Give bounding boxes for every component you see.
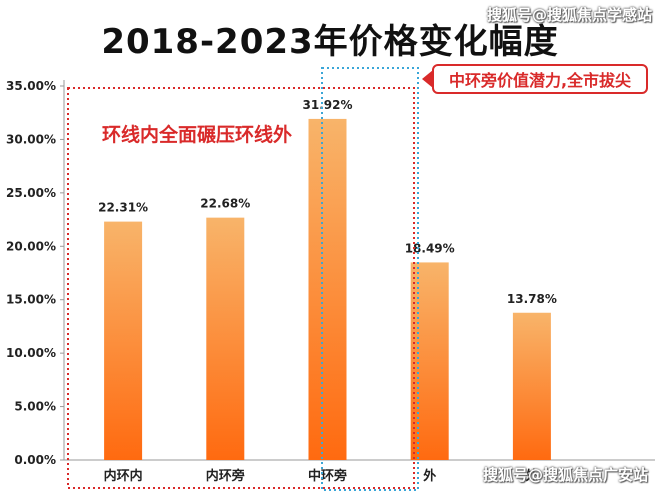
bar [410,262,449,460]
region-annotation: 环线内全面碾压环线外 [102,124,293,146]
bar [104,221,143,460]
y-tick-label: 0.00% [14,453,56,467]
callout-arrow [422,70,433,88]
category-label: 中环旁 [308,468,347,484]
y-tick-label: 20.00% [6,239,56,253]
category-label: 外 [422,468,436,484]
y-tick-label: 5.00% [14,400,56,414]
y-tick-label: 30.00% [6,132,56,146]
y-tick-label: 25.00% [6,186,56,200]
bar [206,217,245,460]
y-tick-label: 15.00% [6,293,56,307]
category-label: 外 [524,468,538,484]
category-label: 内环旁 [206,468,245,484]
middle-ring-highlight-box [321,67,419,491]
watermark-bottom: 搜狐号@搜狐焦点广安站 [482,466,648,484]
chart-title: 2018-2023年价格变化幅度 [101,22,559,62]
bar-value-label: 22.68% [200,197,250,211]
bar-value-label: 22.31% [98,201,148,215]
y-tick-label: 10.00% [6,346,56,360]
bar-value-label: 31.92% [303,98,353,112]
y-tick-label: 35.00% [6,79,56,93]
watermark-top: 搜狐号@搜狐焦点学感站 [486,6,652,24]
bar-value-label: 13.78% [507,292,557,306]
category-label: 内环内 [104,468,143,484]
callout-box: 中环旁价值潜力,全市拔尖 [432,64,648,94]
bar [308,118,347,461]
bar-value-label: 18.49% [405,241,455,255]
bar [512,312,551,460]
callout-text: 中环旁价值潜力,全市拔尖 [448,71,632,90]
inner-ring-region-box [67,87,415,489]
